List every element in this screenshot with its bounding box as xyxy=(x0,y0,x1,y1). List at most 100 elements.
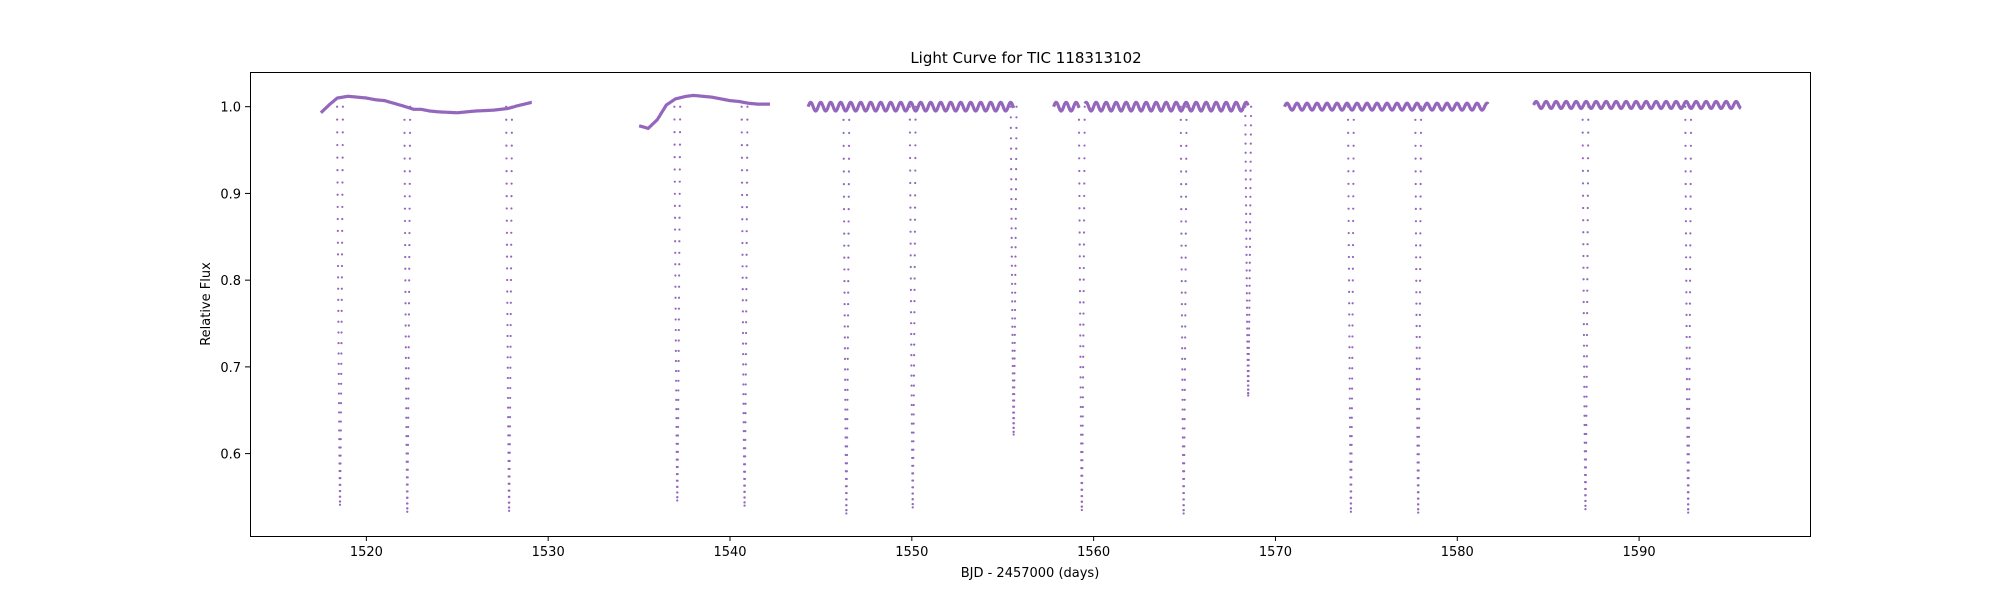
flux-point xyxy=(740,131,743,134)
flux-point xyxy=(508,495,511,499)
flux-point xyxy=(1417,503,1420,506)
flux-point xyxy=(1350,476,1353,479)
flux-point xyxy=(842,157,845,160)
flux-series-segment xyxy=(1052,100,1081,113)
flux-point xyxy=(1249,133,1252,136)
flux-point xyxy=(1415,324,1418,328)
x-tick-label: 1550 xyxy=(895,545,928,560)
flux-point xyxy=(1349,502,1353,505)
flux-point xyxy=(341,156,344,159)
flux-point xyxy=(341,193,344,196)
flux-point xyxy=(1689,182,1692,186)
flux-point xyxy=(912,413,915,416)
flux-point xyxy=(407,335,410,338)
flux-point xyxy=(1685,388,1689,391)
flux-point xyxy=(337,276,340,279)
flux-point xyxy=(408,243,411,247)
flux-point xyxy=(913,300,916,303)
flux-point xyxy=(336,241,339,244)
flux-point xyxy=(843,244,846,247)
flux-point xyxy=(673,143,676,146)
flux-point xyxy=(1185,105,1188,108)
flux-point xyxy=(337,411,341,414)
flux-point xyxy=(1182,477,1186,481)
flux-point xyxy=(1688,407,1691,410)
flux-point xyxy=(1348,416,1352,419)
flux-point xyxy=(845,491,848,495)
flux-point xyxy=(1684,118,1687,121)
flux-point xyxy=(406,510,409,513)
flux-point xyxy=(914,144,917,147)
flux-point xyxy=(1419,105,1423,108)
flux-point xyxy=(1415,302,1418,305)
flux-point xyxy=(843,314,846,317)
flux-point xyxy=(341,241,344,244)
flux-point xyxy=(742,402,745,405)
flux-point xyxy=(913,354,916,357)
flux-point xyxy=(909,311,913,314)
flux-point xyxy=(843,302,846,306)
flux-point xyxy=(845,498,848,501)
flux-point xyxy=(677,349,680,352)
flux-point xyxy=(1584,499,1587,503)
transit-dip xyxy=(1346,105,1355,513)
flux-point xyxy=(1182,485,1186,488)
flux-point xyxy=(405,397,408,400)
flux-point xyxy=(1351,346,1354,349)
flux-point xyxy=(909,288,913,291)
flux-point xyxy=(341,217,344,221)
transit-dip xyxy=(908,105,917,509)
flux-point xyxy=(1011,300,1014,303)
flux-point xyxy=(1687,426,1691,429)
flux-point xyxy=(741,230,744,233)
flux-point xyxy=(1181,357,1184,361)
flux-point xyxy=(1687,435,1691,438)
flux-point xyxy=(1415,367,1418,370)
flux-point xyxy=(742,383,745,386)
flux-point xyxy=(1688,291,1692,294)
flux-point xyxy=(1184,195,1188,198)
flux-point xyxy=(1351,356,1354,359)
flux-point xyxy=(508,506,511,509)
flux-point xyxy=(1013,325,1016,328)
flux-point xyxy=(1185,157,1188,160)
flux-series-segment xyxy=(319,94,534,115)
flux-point xyxy=(676,458,679,461)
flux-point xyxy=(507,434,510,437)
flux-point xyxy=(1586,169,1590,172)
y-tick-label: 0.8 xyxy=(220,274,241,289)
flux-point xyxy=(674,349,677,352)
flux-point xyxy=(1582,289,1585,292)
flux-point xyxy=(1079,405,1082,409)
flux-point xyxy=(1014,282,1017,285)
flux-point xyxy=(1181,427,1184,430)
flux-point xyxy=(1180,244,1183,247)
flux-point xyxy=(1585,423,1588,427)
flux-point xyxy=(1248,320,1251,323)
flux-point xyxy=(406,452,410,455)
flux-point xyxy=(1183,453,1186,457)
flux-point xyxy=(1012,430,1015,433)
flux-point xyxy=(678,192,681,195)
flux-point xyxy=(509,290,513,293)
flux-point xyxy=(745,321,748,324)
flux-point xyxy=(508,451,511,454)
flux-point xyxy=(1078,301,1082,304)
transit-dip xyxy=(1244,105,1253,397)
flux-point xyxy=(1586,254,1589,258)
flux-point xyxy=(1687,491,1690,494)
flux-point xyxy=(1415,357,1418,360)
flux-point xyxy=(675,408,678,411)
flux-point xyxy=(508,475,511,478)
flux-point xyxy=(506,312,509,316)
flux-point xyxy=(847,195,850,198)
flux-point xyxy=(407,367,410,370)
flux-point xyxy=(1184,256,1187,259)
flux-point xyxy=(1012,422,1015,425)
flux-point xyxy=(677,389,680,392)
flux-point xyxy=(510,195,513,198)
flux-point xyxy=(1246,334,1249,337)
flux-point xyxy=(912,394,915,397)
flux-point xyxy=(1685,378,1689,381)
flux-point xyxy=(403,105,406,108)
